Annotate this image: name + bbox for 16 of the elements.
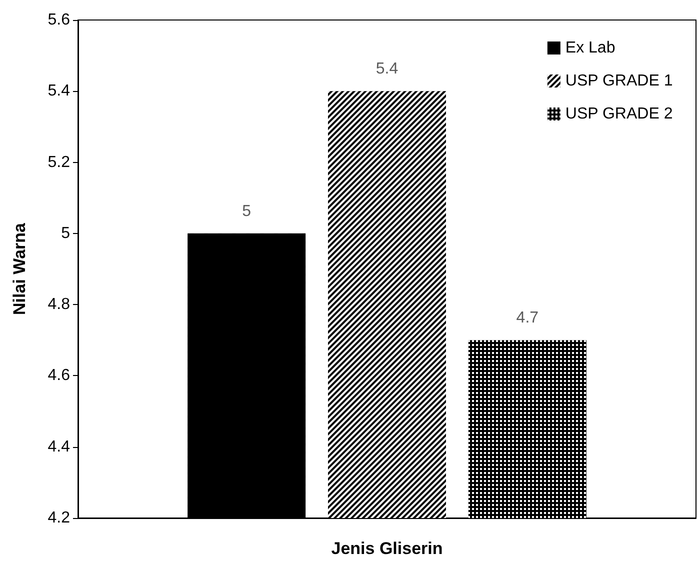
y-tick-label: 4.4 (48, 438, 70, 456)
legend-label: USP GRADE 1 (565, 72, 673, 90)
y-tick-label: 4.6 (48, 367, 70, 384)
y-tick-label: 5.2 (48, 154, 70, 171)
y-tick-label: 4.2 (48, 510, 70, 526)
y-tick-label: 5.4 (48, 82, 70, 100)
data-label: 5 (242, 202, 252, 220)
data-label: 5.4 (376, 60, 398, 78)
y-tick-label: 4.8 (48, 296, 70, 314)
y-tick-label: 5 (61, 224, 70, 242)
data-label: 4.7 (516, 310, 539, 327)
legend-label: Ex Lab (565, 40, 616, 56)
y-axis-title: Nilai Warna (10, 222, 29, 315)
legend-label: USP GRADE 2 (565, 106, 673, 122)
y-tick-label: 5.6 (48, 12, 70, 28)
x-axis-title: Jenis Gliserin (331, 539, 443, 558)
